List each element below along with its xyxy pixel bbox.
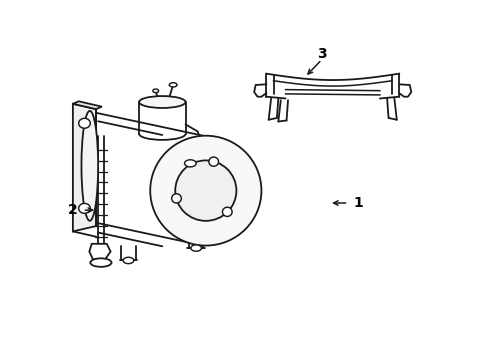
Ellipse shape — [184, 160, 196, 167]
Ellipse shape — [169, 83, 177, 87]
Ellipse shape — [190, 245, 201, 251]
Polygon shape — [89, 244, 110, 260]
Ellipse shape — [153, 89, 158, 93]
Text: 2: 2 — [68, 203, 78, 217]
Ellipse shape — [150, 136, 261, 246]
Ellipse shape — [208, 157, 218, 166]
Ellipse shape — [123, 257, 134, 264]
Ellipse shape — [171, 194, 181, 203]
Ellipse shape — [139, 96, 185, 108]
Text: 1: 1 — [352, 196, 362, 210]
Text: 3: 3 — [316, 47, 326, 61]
Polygon shape — [73, 101, 102, 109]
Ellipse shape — [175, 161, 236, 221]
Ellipse shape — [79, 203, 90, 213]
Ellipse shape — [79, 118, 90, 128]
Ellipse shape — [222, 207, 232, 216]
Ellipse shape — [90, 258, 111, 267]
Ellipse shape — [81, 111, 98, 221]
Polygon shape — [73, 104, 96, 231]
